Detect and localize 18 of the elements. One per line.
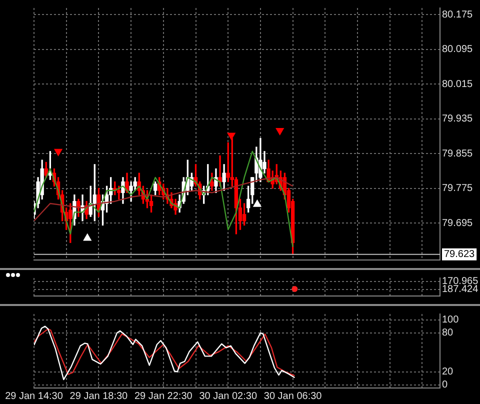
x-tick-label: 30 Jan 06:30 [264,390,322,402]
y-tick-label: 79.935 [442,114,474,125]
y-tick-label: 100 [442,314,460,326]
ref-line-label: 79.623 [444,249,476,260]
y-tick-label: 79.695 [442,218,474,229]
y-tick-label: 80.095 [442,44,474,56]
y-tick-label: 187.424 [442,284,479,296]
y-tick-label: 80.015 [442,78,474,90]
x-tick-label: 29 Jan 22:30 [134,390,193,402]
y-tick-label: 79.855 [442,148,474,160]
x-tick-label: 29 Jan 14:30 [5,390,64,402]
x-tick-label: 30 Jan 02:30 [199,390,258,402]
y-tick-label: 80.175 [442,9,474,20]
y-tick-label: 20 [442,366,454,378]
y-tick-label: 79.775 [442,183,474,194]
y-tick-label: 80 [442,328,454,339]
y-tick-label: 0 [442,380,448,391]
x-tick-label: 29 Jan 18:30 [70,390,128,402]
